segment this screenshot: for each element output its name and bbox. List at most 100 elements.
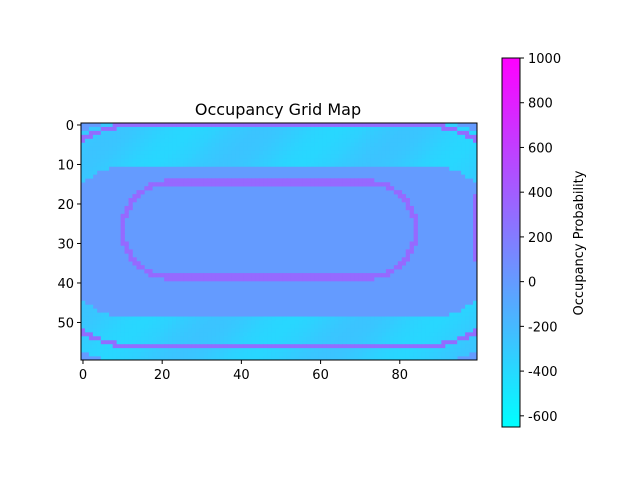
heatmap-cell <box>298 146 304 151</box>
heatmap-cell <box>302 316 308 321</box>
heatmap-cell <box>413 241 418 246</box>
heatmap-cell <box>152 316 157 321</box>
heatmap-cell <box>298 356 304 361</box>
heatmap-cell <box>156 320 161 325</box>
heatmap-cell <box>425 320 430 325</box>
heatmap-cell <box>247 178 252 183</box>
heatmap-cell <box>227 134 232 140</box>
heatmap-cell <box>176 344 181 349</box>
heatmap-cell <box>417 320 422 325</box>
heatmap-cell <box>358 178 363 183</box>
heatmap-cell <box>401 356 407 361</box>
heatmap-cell <box>453 340 458 345</box>
heatmap-cell <box>231 340 236 345</box>
heatmap-cell <box>397 126 403 132</box>
heatmap-cell <box>306 126 311 132</box>
heatmap-cell <box>164 162 169 167</box>
heatmap-cell <box>282 154 288 159</box>
heatmap-cell <box>330 340 335 345</box>
heatmap-cell <box>156 344 161 349</box>
heatmap-cell <box>219 273 224 278</box>
heatmap-cell <box>247 146 252 151</box>
heatmap-cell <box>180 320 185 325</box>
heatmap-cell <box>401 257 407 262</box>
heatmap-cell <box>168 356 173 361</box>
heatmap-cell <box>350 158 355 163</box>
heatmap-cell <box>104 130 110 136</box>
heatmap-cell <box>164 123 169 128</box>
heatmap-cell <box>148 130 153 136</box>
heatmap-cell <box>275 123 280 128</box>
heatmap-cell <box>187 154 193 159</box>
heatmap-cell <box>401 348 407 353</box>
heatmap-cell <box>211 348 216 353</box>
heatmap-cell <box>172 277 177 282</box>
heatmap-cell <box>370 178 375 183</box>
heatmap-cell <box>286 126 292 132</box>
heatmap-cell <box>342 320 347 325</box>
heatmap-cell <box>306 158 311 163</box>
heatmap-cell <box>231 178 236 183</box>
heatmap-cell <box>330 142 335 147</box>
heatmap-cell <box>374 154 379 159</box>
heatmap-cell <box>164 320 169 325</box>
heatmap-cell <box>263 134 268 140</box>
heatmap-cell <box>445 130 450 136</box>
heatmap-cell <box>235 150 240 155</box>
heatmap-cell <box>144 123 149 128</box>
heatmap-cell <box>421 324 426 329</box>
heatmap-cell <box>199 134 205 140</box>
heatmap-cell <box>374 340 379 345</box>
heatmap-cell <box>144 332 149 337</box>
heatmap-cell <box>112 126 117 132</box>
heatmap-cell <box>314 348 319 353</box>
heatmap-cell <box>310 142 315 147</box>
heatmap-cell <box>263 328 268 333</box>
heatmap-cell <box>211 138 216 144</box>
heatmap-cell <box>279 123 284 128</box>
heatmap-cell <box>255 150 260 155</box>
heatmap-cell <box>473 146 478 151</box>
heatmap-cell <box>425 134 430 140</box>
heatmap-cell <box>350 277 355 282</box>
heatmap-cell <box>251 130 256 136</box>
heatmap-cell <box>465 138 470 144</box>
heatmap-cell <box>449 134 454 140</box>
heatmap-cell <box>397 142 403 147</box>
heatmap-cell <box>203 352 209 357</box>
heatmap-cell <box>453 142 458 147</box>
heatmap-cell <box>100 320 106 325</box>
heatmap-cell <box>195 352 201 357</box>
heatmap-cell <box>366 146 371 151</box>
heatmap-cell <box>457 134 462 140</box>
heatmap-cell <box>168 146 173 151</box>
heatmap-cell <box>211 277 216 282</box>
heatmap-cell <box>282 126 288 132</box>
heatmap-cell <box>267 332 272 337</box>
heatmap-cell <box>290 348 296 353</box>
heatmap-cell <box>358 273 363 278</box>
heatmap-cell <box>282 142 288 147</box>
heatmap-cell <box>354 150 359 155</box>
heatmap-cell <box>389 352 395 357</box>
heatmap-cell <box>469 138 474 144</box>
heatmap-cell <box>370 320 375 325</box>
heatmap-cell <box>128 142 133 147</box>
heatmap-cell <box>172 316 177 321</box>
heatmap-cell <box>92 320 98 325</box>
heatmap-cell <box>223 142 228 147</box>
heatmap-cell <box>449 150 454 155</box>
heatmap-cell <box>334 134 339 140</box>
heatmap-cell <box>275 277 280 282</box>
heatmap-cell <box>92 142 98 147</box>
heatmap-cell <box>116 320 121 325</box>
heatmap-cell <box>378 154 383 159</box>
heatmap-cell <box>385 182 391 187</box>
heatmap-cell <box>140 324 145 329</box>
heatmap-cell <box>306 134 311 140</box>
heatmap-cell <box>100 356 106 361</box>
heatmap-cell <box>199 316 205 321</box>
heatmap-cell <box>453 158 458 163</box>
heatmap-cell <box>417 332 422 337</box>
heatmap-cell <box>235 316 240 321</box>
